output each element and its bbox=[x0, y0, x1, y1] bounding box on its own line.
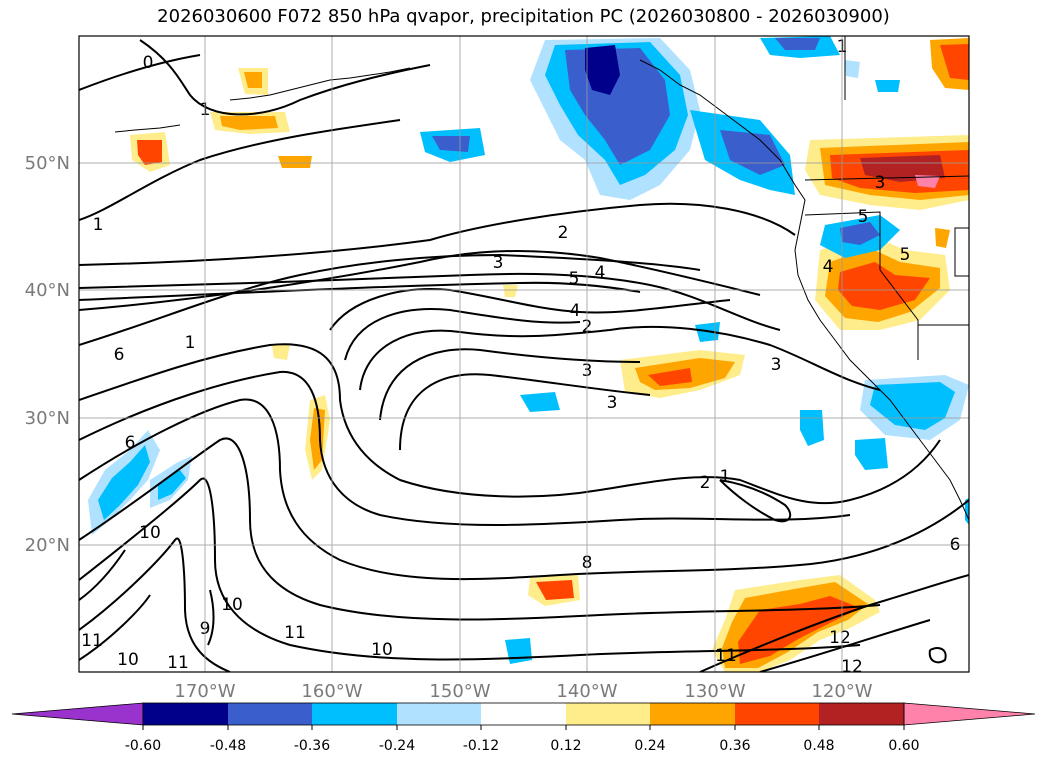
contour-label: 11 bbox=[284, 623, 306, 643]
colorbar-segment bbox=[650, 703, 735, 725]
map-title: 2026030600 F072 850 hPa qvapor, precipit… bbox=[157, 6, 890, 27]
colorbar-label: 0.24 bbox=[634, 738, 665, 754]
map-area: 0 1 1 2 3 4 5 4 2 3 3 3 2 1 6 1 6 10 8 9… bbox=[79, 36, 969, 677]
colorbar-segment bbox=[312, 703, 397, 725]
contour-label: 1 bbox=[720, 467, 731, 487]
contour-label: 5 bbox=[858, 207, 869, 227]
lon-label-120w: 120°W bbox=[811, 681, 872, 702]
qvapor-contours bbox=[79, 39, 969, 672]
colorbar-extend-high bbox=[903, 702, 1036, 726]
colorbar-frame bbox=[142, 702, 905, 726]
contour-label: 2 bbox=[558, 223, 569, 243]
contour-label: 6 bbox=[114, 345, 125, 365]
colorbar-segment bbox=[566, 703, 650, 725]
colorbar-segment bbox=[397, 703, 481, 725]
colorbar-label: -0.24 bbox=[379, 738, 415, 754]
colorbar-segment bbox=[481, 703, 566, 725]
colorbar-label: 0.36 bbox=[719, 738, 750, 754]
contour-label: 10 bbox=[117, 650, 139, 670]
contour-label: 0 bbox=[143, 53, 154, 73]
lon-label-140w: 140°W bbox=[556, 681, 617, 702]
colorbar-label: 0.12 bbox=[550, 738, 581, 754]
state-boundaries bbox=[804, 36, 969, 360]
contour-label: 4 bbox=[595, 263, 606, 283]
contour-label: 2 bbox=[700, 473, 711, 493]
contour-label: 1 bbox=[93, 215, 104, 235]
lon-label-170w: 170°W bbox=[174, 681, 235, 702]
colorbar-label: -0.12 bbox=[463, 738, 499, 754]
contour-label: 6 bbox=[125, 433, 136, 453]
precip-fill-layer bbox=[88, 36, 969, 672]
lon-label-150w: 150°W bbox=[429, 681, 490, 702]
coastline-layer bbox=[114, 59, 969, 521]
contour-label: 10 bbox=[139, 523, 161, 543]
colorbar-segment bbox=[819, 703, 904, 725]
colorbar-segment bbox=[228, 703, 312, 725]
contour-label: 3 bbox=[771, 355, 782, 375]
contour-label: 4 bbox=[570, 301, 581, 321]
gridlines bbox=[79, 36, 969, 672]
lon-label-130w: 130°W bbox=[684, 681, 745, 702]
contour-label: 10 bbox=[221, 595, 243, 615]
contour-label: 3 bbox=[607, 393, 618, 413]
contour-label: 11 bbox=[167, 653, 189, 673]
lon-label-160w: 160°W bbox=[301, 681, 362, 702]
contour-label: 11 bbox=[715, 646, 737, 666]
latitude-labels: 50°N 40°N 30°N 20°N bbox=[25, 153, 70, 556]
colorbar-label: -0.48 bbox=[210, 738, 246, 754]
contour-label: 5 bbox=[900, 245, 911, 265]
lat-label-40n: 40°N bbox=[25, 280, 70, 301]
contour-label: 3 bbox=[493, 253, 504, 273]
colorbar-label: -0.36 bbox=[294, 738, 330, 754]
contour-label: 12 bbox=[841, 657, 863, 677]
lat-label-50n: 50°N bbox=[25, 153, 70, 174]
contour-label: 5 bbox=[569, 269, 580, 289]
contour-label: 12 bbox=[829, 628, 851, 648]
contour-label: 1 bbox=[185, 333, 196, 353]
lat-label-30n: 30°N bbox=[25, 408, 70, 429]
colorbar-segment bbox=[143, 703, 228, 725]
colorbar-label: -0.60 bbox=[125, 738, 161, 754]
longitude-labels: 170°W 160°W 150°W 140°W 130°W 120°W bbox=[174, 681, 872, 702]
contour-label: 4 bbox=[823, 257, 834, 277]
colorbar-label: 0.48 bbox=[803, 738, 834, 754]
colorbar-label: 0.60 bbox=[888, 738, 919, 754]
lat-label-20n: 20°N bbox=[25, 535, 70, 556]
map-frame bbox=[78, 35, 970, 673]
colorbar-extend-low bbox=[11, 702, 144, 726]
contour-label: 11 bbox=[81, 631, 103, 651]
contour-label: 10 bbox=[371, 640, 393, 660]
contour-label: 3 bbox=[875, 173, 886, 193]
colorbar: -0.60 -0.48 -0.36 -0.24 -0.12 0.12 0.24 … bbox=[11, 702, 1036, 754]
colorbar-segment bbox=[735, 703, 819, 725]
